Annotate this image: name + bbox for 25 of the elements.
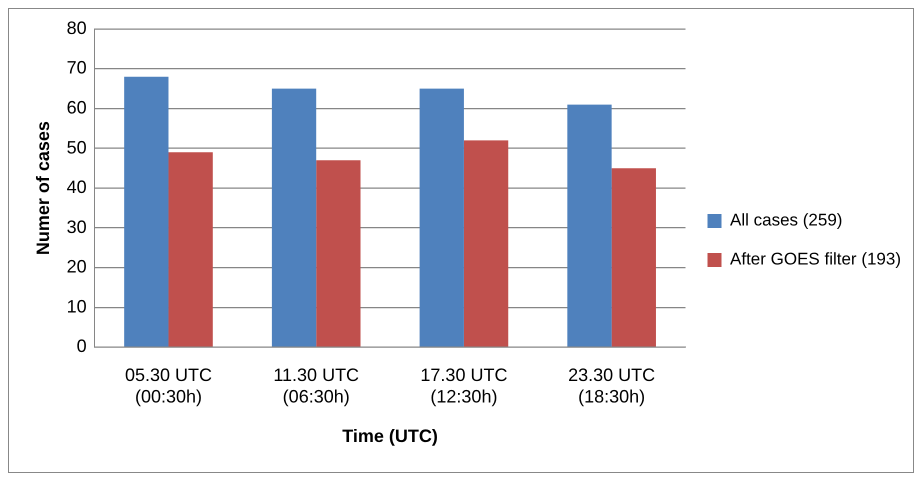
bar (168, 152, 213, 347)
legend-label: After GOES filter (193) (730, 250, 902, 269)
bar (420, 88, 464, 347)
legend-label: All cases (259) (730, 210, 842, 230)
y-tick-label: 0 (76, 336, 87, 356)
x-axis-title: Time (UTC) (342, 426, 438, 446)
y-tick-label: 30 (66, 216, 87, 237)
y-tick-label: 70 (66, 58, 87, 78)
bar (272, 88, 316, 347)
y-tick-label: 40 (66, 177, 87, 198)
bar (464, 140, 508, 347)
bar (567, 104, 612, 347)
x-tick-label: 11.30 UTC (06:30h) (273, 364, 360, 407)
x-tick-label: 05.30 UTC (00:30h) (124, 364, 212, 407)
x-tick-label: 17.30 UTC (12:30h) (420, 364, 508, 407)
y-tick-label: 20 (66, 256, 87, 277)
bar (316, 160, 361, 347)
bar (612, 168, 656, 347)
x-tick-label: 23.30 UTC (18:30h) (568, 364, 656, 407)
y-tick-label: 50 (66, 137, 87, 158)
y-tick-label: 80 (66, 18, 87, 38)
y-tick-label: 60 (66, 98, 87, 118)
y-tick-label: 10 (66, 296, 87, 316)
y-axis-title: Numer of cases (32, 121, 53, 256)
bar (124, 76, 168, 347)
